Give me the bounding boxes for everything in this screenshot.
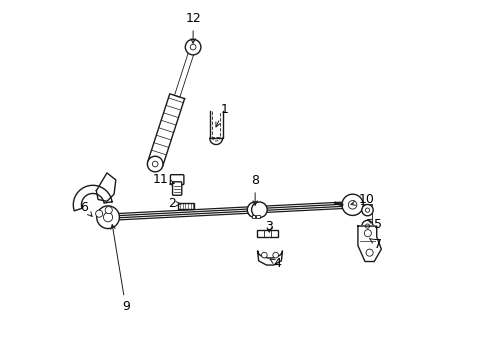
Circle shape — [361, 204, 372, 216]
FancyBboxPatch shape — [178, 203, 194, 210]
Circle shape — [272, 252, 278, 258]
Circle shape — [185, 39, 201, 55]
Circle shape — [261, 252, 266, 258]
Text: 1: 1 — [215, 103, 228, 127]
Circle shape — [190, 44, 196, 50]
Circle shape — [365, 224, 369, 228]
Text: 8: 8 — [251, 174, 259, 205]
Circle shape — [103, 213, 112, 222]
Circle shape — [152, 161, 158, 167]
Circle shape — [364, 230, 370, 237]
Polygon shape — [174, 46, 195, 97]
Text: 10: 10 — [350, 193, 374, 206]
Text: 12: 12 — [185, 12, 201, 43]
Text: 6: 6 — [80, 201, 92, 216]
FancyBboxPatch shape — [170, 175, 183, 185]
Polygon shape — [73, 185, 112, 211]
Circle shape — [361, 220, 372, 232]
Circle shape — [147, 156, 163, 172]
Polygon shape — [96, 173, 116, 201]
Circle shape — [96, 210, 102, 217]
Circle shape — [105, 207, 112, 214]
Circle shape — [365, 208, 369, 212]
Text: 7: 7 — [368, 238, 382, 251]
Polygon shape — [257, 251, 282, 265]
Circle shape — [97, 206, 119, 229]
Text: 5: 5 — [367, 218, 382, 231]
Text: 2: 2 — [167, 197, 181, 210]
Circle shape — [251, 202, 266, 217]
Circle shape — [247, 202, 263, 217]
Circle shape — [366, 249, 372, 256]
Text: 3: 3 — [265, 220, 273, 233]
Text: 9: 9 — [110, 225, 129, 314]
Text: 11: 11 — [152, 173, 174, 186]
Polygon shape — [147, 94, 184, 166]
FancyBboxPatch shape — [257, 230, 277, 237]
FancyBboxPatch shape — [256, 215, 259, 218]
Polygon shape — [357, 226, 381, 261]
Circle shape — [341, 194, 363, 215]
FancyBboxPatch shape — [251, 215, 255, 218]
Circle shape — [347, 201, 356, 209]
FancyBboxPatch shape — [172, 182, 182, 195]
Text: 4: 4 — [269, 257, 281, 270]
